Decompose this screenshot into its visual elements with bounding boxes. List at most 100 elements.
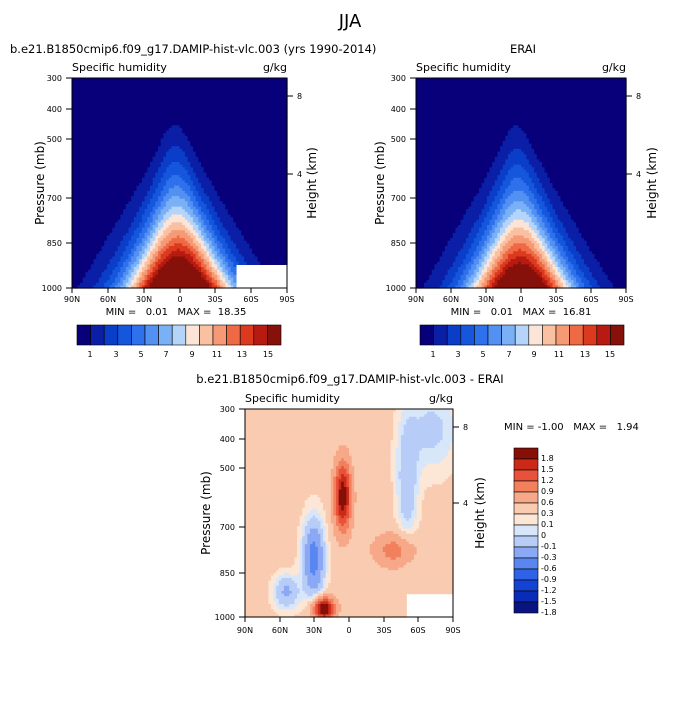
contour-cell xyxy=(117,80,121,84)
contour-cell xyxy=(273,85,277,90)
contour-cell xyxy=(179,93,183,97)
contour-cell xyxy=(238,88,242,92)
contour-cell xyxy=(171,104,175,108)
contour-cell xyxy=(222,104,226,108)
contour-cell xyxy=(206,78,210,82)
contour-cell xyxy=(96,78,100,82)
contour-cell xyxy=(174,99,178,103)
contour-cell xyxy=(254,96,259,100)
contour-cell xyxy=(112,96,116,100)
contour-cell xyxy=(244,99,248,103)
contour-cell xyxy=(85,80,89,84)
contour-cell xyxy=(144,80,148,84)
contour-cell xyxy=(217,96,221,100)
contour-cell xyxy=(227,80,232,84)
contour-cell xyxy=(160,109,164,113)
contour-cell xyxy=(104,106,108,111)
contour-cell xyxy=(217,78,221,82)
contour-cell xyxy=(187,85,191,90)
contour-cell xyxy=(225,88,229,92)
contour-cell xyxy=(214,91,218,95)
contour-cell xyxy=(115,93,119,97)
contour-cell xyxy=(101,93,105,97)
contour-cell xyxy=(190,106,194,111)
contour-cell xyxy=(144,78,148,82)
contour-cell xyxy=(98,88,103,92)
contour-cell xyxy=(203,83,207,87)
contour-cell xyxy=(235,91,240,95)
contour-cell xyxy=(90,101,95,105)
contour-cell xyxy=(171,101,175,105)
contour-cell xyxy=(82,104,87,108)
contour-cell xyxy=(133,106,138,111)
contour-cell xyxy=(278,83,283,87)
contour-cell xyxy=(168,83,173,87)
contour-cell xyxy=(139,109,143,113)
contour-cell xyxy=(82,91,87,95)
contour-cell xyxy=(201,106,205,111)
contour-cell xyxy=(192,80,197,84)
contour-cell xyxy=(171,91,175,95)
contour-cell xyxy=(182,106,186,111)
contour-cell xyxy=(273,106,277,111)
contour-cell xyxy=(219,78,224,82)
contour-cell xyxy=(109,85,113,90)
contour-cell xyxy=(125,101,130,105)
contour-cell xyxy=(101,85,105,90)
contour-cell xyxy=(152,78,156,82)
contour-cell xyxy=(244,83,248,87)
contour-cell xyxy=(214,80,218,84)
contour-cell xyxy=(262,83,267,87)
contour-cell xyxy=(262,93,267,97)
contour-cell xyxy=(195,106,199,111)
contour-cell xyxy=(284,106,288,111)
contour-cell xyxy=(276,101,280,105)
contour-cell xyxy=(241,101,245,105)
contour-cell xyxy=(149,104,154,108)
contour-cell xyxy=(80,93,84,97)
contour-cell xyxy=(209,80,213,84)
contour-cell xyxy=(225,80,229,84)
contour-cell xyxy=(179,99,183,103)
contour-cell xyxy=(72,91,76,95)
contour-cell xyxy=(192,96,197,100)
contour-cell xyxy=(109,80,113,84)
contour-cell xyxy=(77,93,81,97)
contour-cell xyxy=(249,80,253,84)
contour-cell xyxy=(209,78,213,82)
contour-cell xyxy=(230,88,234,92)
contour-cell xyxy=(117,93,121,97)
contour-cell xyxy=(112,91,116,95)
contour-cell xyxy=(211,99,216,103)
contour-cell xyxy=(168,106,173,111)
contour-cell xyxy=(88,101,92,105)
contour-cell xyxy=(278,99,283,103)
contour-cell xyxy=(109,83,113,87)
contour-cell xyxy=(72,106,76,111)
contour-cell xyxy=(88,104,92,108)
contour-cell xyxy=(123,104,127,108)
contour-cell xyxy=(166,93,170,97)
contour-cell xyxy=(222,99,226,103)
contour-cell xyxy=(268,106,272,111)
contour-cell xyxy=(96,109,100,113)
contour-cell xyxy=(260,85,264,90)
contour-cell xyxy=(96,99,100,103)
contour-cell xyxy=(246,106,250,111)
contour-cell xyxy=(141,85,146,90)
contour-cell xyxy=(268,85,272,90)
contour-cell xyxy=(96,85,100,90)
contour-cell xyxy=(184,101,189,105)
contour-cell xyxy=(117,88,121,92)
contour-cell xyxy=(104,99,108,103)
contour-cell xyxy=(174,106,178,111)
contour-cell xyxy=(93,96,97,100)
contour-cell xyxy=(168,85,173,90)
contour-cell xyxy=(152,109,156,113)
contour-cell xyxy=(158,93,162,97)
contour-cell xyxy=(217,85,221,90)
contour-cell xyxy=(192,99,197,103)
contour-cell xyxy=(222,101,226,105)
contour-cell xyxy=(278,80,283,84)
contour-cell xyxy=(254,83,259,87)
